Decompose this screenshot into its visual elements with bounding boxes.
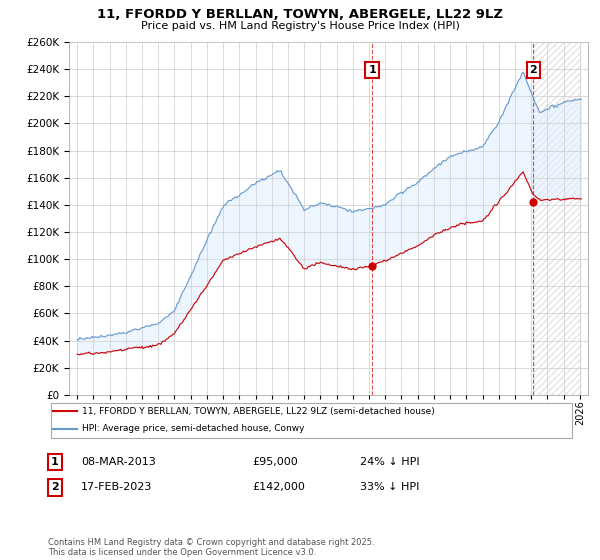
Text: 11, FFORDD Y BERLLAN, TOWYN, ABERGELE, LL22 9LZ (semi-detached house): 11, FFORDD Y BERLLAN, TOWYN, ABERGELE, L… (82, 407, 435, 416)
Text: 17-FEB-2023: 17-FEB-2023 (81, 482, 152, 492)
Text: 2: 2 (529, 65, 537, 75)
Text: 11, FFORDD Y BERLLAN, TOWYN, ABERGELE, LL22 9LZ: 11, FFORDD Y BERLLAN, TOWYN, ABERGELE, L… (97, 8, 503, 21)
Text: 33% ↓ HPI: 33% ↓ HPI (360, 482, 419, 492)
Text: HPI: Average price, semi-detached house, Conwy: HPI: Average price, semi-detached house,… (82, 424, 305, 433)
Text: £95,000: £95,000 (252, 457, 298, 467)
Text: 2: 2 (51, 482, 59, 492)
FancyBboxPatch shape (50, 403, 572, 438)
Text: Price paid vs. HM Land Registry's House Price Index (HPI): Price paid vs. HM Land Registry's House … (140, 21, 460, 31)
Text: 24% ↓ HPI: 24% ↓ HPI (360, 457, 419, 467)
Text: £142,000: £142,000 (252, 482, 305, 492)
Text: 1: 1 (368, 65, 376, 75)
Text: Contains HM Land Registry data © Crown copyright and database right 2025.
This d: Contains HM Land Registry data © Crown c… (48, 538, 374, 557)
Text: 08-MAR-2013: 08-MAR-2013 (81, 457, 156, 467)
Text: 1: 1 (51, 457, 59, 467)
